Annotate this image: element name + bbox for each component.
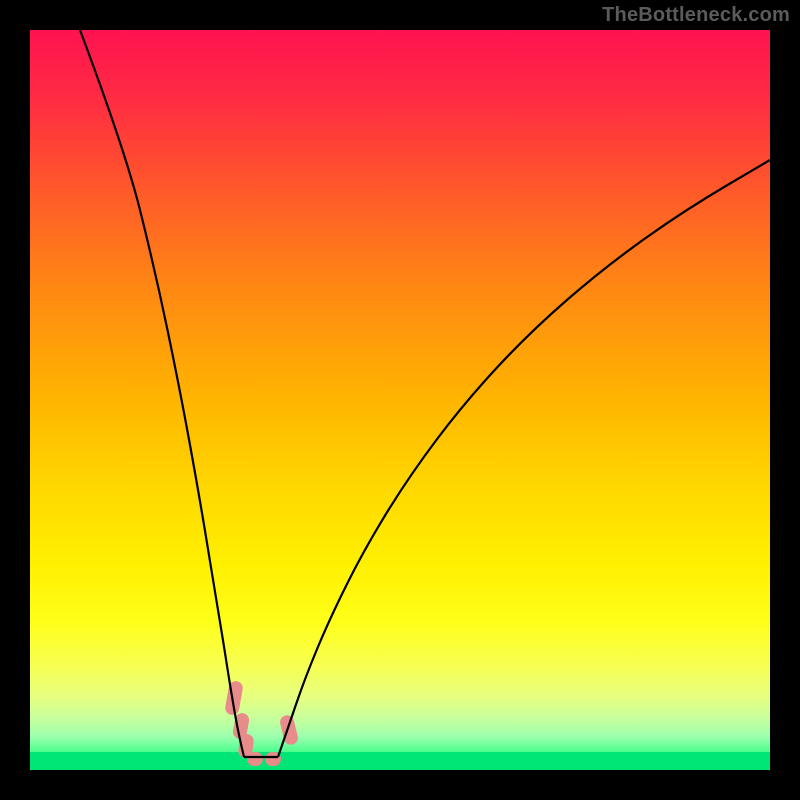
bottleneck-curve-right: [278, 160, 770, 757]
data-marker: [279, 714, 300, 746]
curve-layer: [30, 30, 770, 770]
chart-container: TheBottleneck.com: [0, 0, 800, 800]
watermark-label: TheBottleneck.com: [602, 4, 790, 27]
bottleneck-curve-left: [80, 30, 244, 757]
data-marker: [247, 752, 263, 766]
plot-area: [30, 30, 770, 770]
data-markers: [224, 680, 299, 766]
